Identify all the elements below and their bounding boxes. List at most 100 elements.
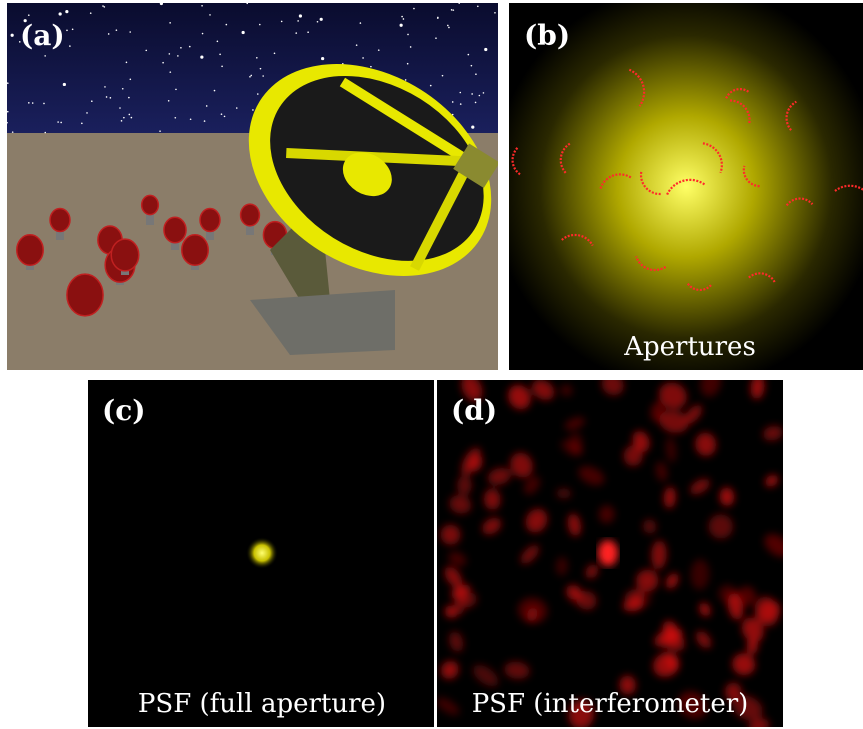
star [122,88,124,90]
star [160,2,163,5]
star [249,76,251,78]
dish-face [67,274,103,316]
panel-caption: Apertures [623,332,756,362]
star [126,62,128,64]
dish-face [200,209,220,232]
star [159,130,161,132]
star [460,103,462,105]
star [217,41,219,43]
star [57,121,59,123]
star [7,111,9,113]
star [102,5,104,7]
star [453,9,455,11]
star [281,21,283,23]
star [448,27,450,29]
dish-face [142,195,159,214]
star [28,102,30,104]
star [401,16,403,18]
star [43,103,45,105]
panel-label: (b) [524,19,570,52]
panel-caption: PSF (full aperture) [138,689,386,719]
star [226,24,228,26]
star [201,5,203,7]
star [119,107,121,109]
star [483,92,485,94]
star [250,75,252,77]
star [44,55,46,57]
star [169,22,171,24]
star [297,20,299,22]
star [468,54,470,56]
panel-label: (c) [102,394,146,427]
star [494,12,496,14]
star [72,28,74,30]
star [177,55,179,57]
star [242,31,245,34]
star [6,122,8,124]
star [116,29,118,31]
star [91,100,93,102]
star [123,117,125,119]
star [221,113,223,115]
panel-d: (d) PSF (interferometer) [434,368,795,729]
star [145,50,147,52]
star [169,53,171,55]
aperture-field [509,3,863,370]
star [214,90,216,92]
star [221,66,223,68]
dish-face [17,235,43,266]
star [224,116,226,118]
star [180,47,182,49]
star [104,6,106,8]
star [360,22,362,24]
star [320,18,323,21]
star [410,46,412,48]
star [204,120,206,122]
star [447,25,449,27]
star [209,14,211,16]
panel-caption: PSF (interferometer) [472,689,749,719]
star [110,97,112,99]
star [69,45,71,47]
star [299,14,302,17]
star [484,48,487,51]
star [236,107,238,109]
panel-c: (c) PSF (full aperture) [88,380,434,727]
star [7,82,9,84]
star [452,101,454,103]
star [274,53,276,55]
star [169,71,171,73]
star [477,5,479,7]
star [405,79,407,81]
dish-face [182,235,208,266]
star [317,21,319,23]
star [189,46,191,48]
psf-spot [246,537,278,569]
star [59,12,62,15]
dish-face [111,239,139,271]
star [257,93,259,95]
star [81,123,83,125]
panel-a: (a) [6,2,530,370]
star [430,85,432,87]
star [413,8,415,10]
star [471,65,473,67]
star [475,73,477,75]
star [162,62,164,64]
star [11,34,14,37]
star [407,63,409,65]
psf-peak [598,540,618,566]
star [370,66,372,68]
star [435,37,437,39]
star [12,131,14,133]
star [108,33,110,35]
panel-b: (b) Apertures [509,3,863,370]
figure: (a) (b) Apertures (c) PSF (full aperture… [0,0,863,729]
star [129,114,131,116]
star [106,96,108,98]
star [403,18,405,20]
star [471,93,473,95]
star [260,68,262,70]
star [219,54,221,56]
star [28,14,30,16]
